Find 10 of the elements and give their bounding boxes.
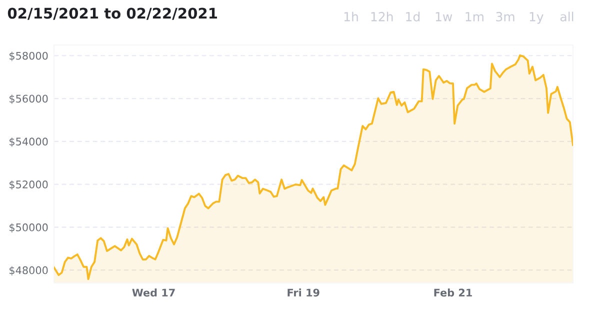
chart-title: 02/15/2021 to 02/22/2021 xyxy=(8,8,217,20)
x-tick-label: Feb 21 xyxy=(434,288,472,297)
y-tick-label: $50000 xyxy=(10,223,48,233)
y-tick-label: $58000 xyxy=(10,52,48,62)
y-tick-label: $52000 xyxy=(10,180,48,190)
x-tick-label: Wed 17 xyxy=(132,288,175,297)
y-tick-label: $56000 xyxy=(10,94,48,104)
y-tick-label: $48000 xyxy=(10,266,48,276)
x-tick-label: Fri 19 xyxy=(288,288,320,297)
y-tick-label: $54000 xyxy=(10,137,48,147)
